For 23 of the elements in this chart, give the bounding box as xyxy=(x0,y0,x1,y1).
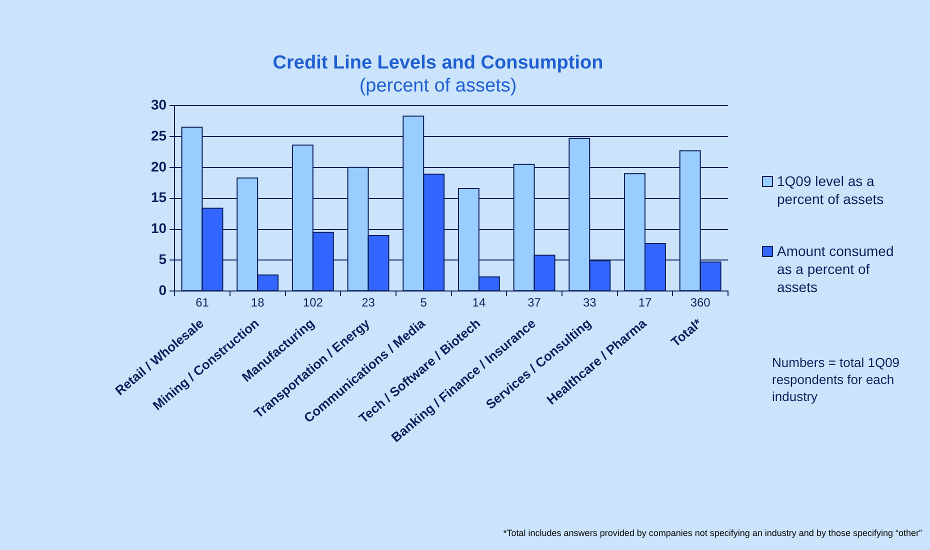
text: 5 xyxy=(420,295,428,310)
text: 23 xyxy=(362,295,376,310)
legend-label: 1Q09 level as a percent of assets xyxy=(777,172,885,208)
text: 61 xyxy=(196,295,210,310)
text: 17 xyxy=(638,295,652,310)
y-tick-label: 20 xyxy=(150,158,167,174)
y-tick-label: 30 xyxy=(150,96,167,112)
text: 18 xyxy=(250,295,265,310)
text: 37 xyxy=(528,295,542,310)
text: Numbers = total 1Q09 respondents for each industry xyxy=(772,354,900,405)
y-tick-label: 10 xyxy=(150,220,167,236)
chart-subtitle: (percent of assets) xyxy=(359,75,517,96)
chart-title: Credit Line Levels and Consumption xyxy=(272,52,604,74)
text: 360 xyxy=(690,295,711,310)
text: 14 xyxy=(472,295,486,310)
y-tick-label: 0 xyxy=(158,282,167,298)
text: 102 xyxy=(302,295,324,310)
y-tick-label: 5 xyxy=(158,251,167,268)
legend-label: Amount consumed as a percent of assets xyxy=(777,242,895,296)
text: 33 xyxy=(582,295,597,310)
y-tick-label: 25 xyxy=(150,127,167,144)
text: *Total includes answers provided by companies not specifying an industry and by those specifying “other” xyxy=(503,528,922,538)
y-tick-label: 15 xyxy=(150,189,167,206)
